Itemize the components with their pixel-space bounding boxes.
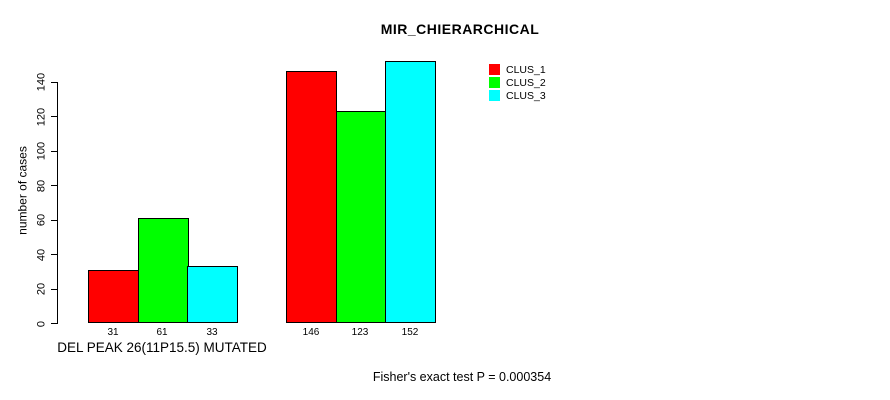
legend-label: CLUS_3 — [506, 89, 546, 102]
x-axis-label: DEL PEAK 26(11P15.5) MUTATED — [57, 340, 267, 355]
y-axis-tick-label: 0 — [35, 320, 48, 327]
y-axis-tick-label: 40 — [35, 248, 48, 261]
legend-label: CLUS_2 — [506, 76, 546, 89]
y-axis-tick — [51, 323, 57, 324]
bar-clus_3-group1 — [187, 266, 238, 323]
y-axis-tick-label: 100 — [35, 141, 48, 161]
bar-value-label: 152 — [401, 327, 419, 338]
bar-value-label: 31 — [107, 327, 119, 338]
y-axis-tick — [51, 81, 57, 83]
y-axis-tick — [51, 116, 57, 118]
legend-swatch-clus_2 — [489, 77, 500, 88]
bar-clus_1-group2 — [286, 71, 337, 323]
bar-clus_1-group1 — [88, 270, 139, 323]
bar-clus_2-group2 — [336, 111, 387, 323]
bar-value-label: 33 — [206, 327, 218, 338]
y-axis-tick — [51, 150, 57, 152]
bar-clus_2-group1 — [138, 218, 189, 323]
y-axis-tick-label: 120 — [35, 107, 48, 126]
legend-row: CLUS_3 — [489, 89, 546, 102]
legend-row: CLUS_1 — [489, 63, 546, 76]
fisher-test-footnote: Fisher's exact test P = 0.000354 — [372, 370, 552, 384]
bar-value-label: 146 — [302, 327, 320, 338]
chart-title: MIR_CHIERARCHICAL — [380, 21, 540, 37]
y-axis-tick — [51, 254, 57, 256]
legend-swatch-clus_1 — [489, 64, 500, 75]
y-axis-line — [57, 81, 58, 324]
y-axis-tick — [51, 185, 57, 187]
legend: CLUS_1 CLUS_2 CLUS_3 — [489, 63, 546, 102]
bar-value-label: 123 — [351, 327, 369, 338]
y-axis-tick-label: 140 — [35, 72, 48, 92]
y-axis-tick-label: 20 — [35, 282, 48, 296]
bar-clus_3-group2 — [385, 61, 436, 323]
legend-label: CLUS_1 — [506, 63, 546, 76]
y-axis-tick-label: 60 — [35, 213, 48, 227]
y-axis-tick-label: 80 — [35, 179, 48, 192]
bar-value-label: 61 — [156, 327, 168, 338]
legend-swatch-clus_3 — [489, 90, 500, 101]
y-axis-tick — [51, 219, 57, 221]
legend-row: CLUS_2 — [489, 76, 546, 89]
y-axis-label: number of cases — [15, 146, 30, 235]
y-axis-tick — [51, 288, 57, 290]
